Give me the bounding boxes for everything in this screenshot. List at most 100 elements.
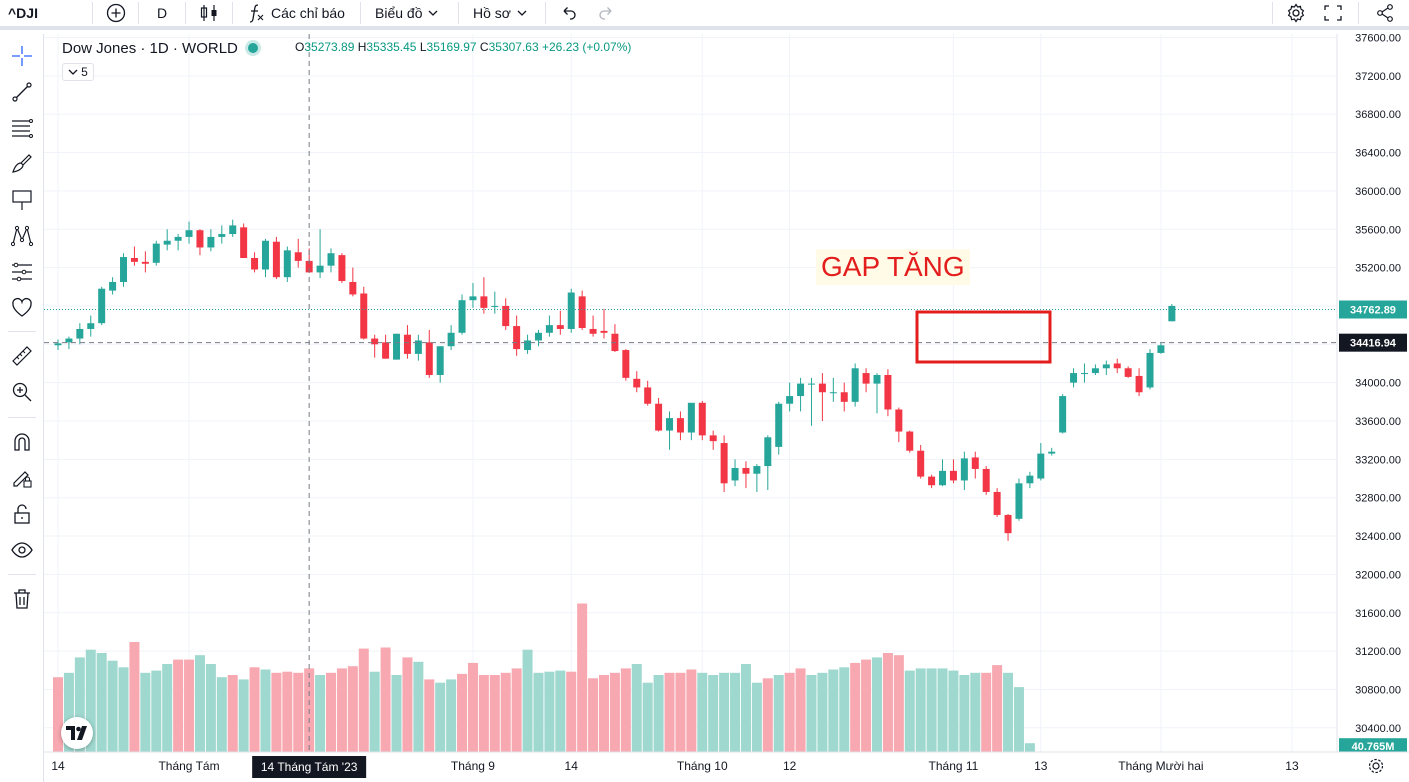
- volume-bar: [53, 677, 63, 752]
- symbol-search-button[interactable]: ^DJI: [8, 0, 38, 26]
- candle-body: [807, 383, 815, 385]
- candle-body: [65, 338, 73, 343]
- price-tick-label: 32800.00: [1355, 493, 1401, 505]
- fib-tool[interactable]: [10, 116, 34, 140]
- interval-button[interactable]: D: [157, 0, 167, 26]
- profile-menu-button[interactable]: Hồ sơ: [473, 0, 527, 26]
- time-tick-label: Tháng 9: [451, 759, 495, 773]
- chart-type-button[interactable]: [199, 0, 219, 26]
- crosshair-time-label-bg: [252, 756, 367, 778]
- volume-bar: [730, 672, 741, 752]
- volume-bar: [315, 675, 326, 752]
- chart-menu-button[interactable]: Biểu đồ: [375, 0, 438, 26]
- volume-bar: [653, 675, 664, 752]
- legend-collapse-button[interactable]: 5: [62, 63, 94, 81]
- high-value: 35335.45: [366, 40, 417, 54]
- candle-body: [797, 383, 805, 397]
- crosshair-icon: [12, 46, 32, 66]
- volume-bar: [118, 667, 129, 752]
- gap-annotation-label[interactable]: GAP TĂNG: [816, 249, 970, 285]
- volume-bars: [53, 603, 1035, 752]
- price-tick-label: 35200.00: [1355, 263, 1401, 275]
- volume-bar: [609, 672, 620, 752]
- brush-tool[interactable]: [10, 152, 34, 176]
- volume-bar: [391, 675, 402, 752]
- volume-bar: [424, 679, 435, 752]
- candles-icon: [200, 5, 217, 21]
- volume-bar: [861, 659, 872, 752]
- zoom-tool[interactable]: [10, 380, 34, 404]
- candle-body: [174, 236, 182, 241]
- redo-button[interactable]: [597, 0, 615, 26]
- candle-body: [480, 296, 488, 308]
- share-button[interactable]: [1375, 0, 1395, 26]
- candle-body: [1146, 352, 1154, 388]
- candle-body: [272, 241, 280, 278]
- candle-body: [906, 431, 914, 451]
- profile-menu-label: Hồ sơ: [473, 5, 511, 21]
- volume-bar: [85, 649, 96, 752]
- candle-body: [316, 265, 324, 273]
- volume-bar: [140, 672, 151, 752]
- xabcd-pattern-icon: [10, 225, 34, 247]
- candle-body: [152, 243, 160, 263]
- stay-in-drawing-mode-tool[interactable]: [10, 466, 34, 490]
- settings-button[interactable]: [1285, 0, 1307, 26]
- market-status-icon: [247, 43, 258, 53]
- candle-body: [633, 378, 641, 388]
- candle-body: [709, 435, 717, 442]
- candles: [54, 219, 1176, 541]
- candle-body: [305, 260, 313, 273]
- measure-tool[interactable]: [10, 344, 34, 368]
- indicators-button[interactable]: Các chỉ báo: [247, 0, 345, 26]
- pattern-tool[interactable]: [10, 224, 34, 248]
- time-tick-label: Tháng Tám: [158, 759, 219, 773]
- remove-drawings-tool[interactable]: [10, 587, 34, 611]
- hide-drawings-tool[interactable]: [10, 538, 34, 562]
- magnet-tool[interactable]: [10, 430, 34, 454]
- fullscreen-button[interactable]: [1323, 0, 1343, 26]
- candle-body: [371, 338, 379, 345]
- candle-body: [764, 437, 772, 467]
- tradingview-logo[interactable]: [61, 717, 93, 749]
- candle-body: [524, 340, 532, 351]
- candle-body: [76, 328, 84, 339]
- compare-symbol-button[interactable]: [105, 0, 127, 26]
- icon-tool[interactable]: [10, 296, 34, 320]
- candle-body: [382, 342, 390, 359]
- price-axis-bg: [1337, 34, 1409, 752]
- text-tool[interactable]: [10, 188, 34, 212]
- volume-bar: [467, 662, 478, 752]
- magnet-icon: [14, 433, 30, 451]
- trend-line-tool[interactable]: [10, 80, 34, 104]
- candle-body: [447, 332, 455, 347]
- chart-area[interactable]: 37600.00 37200.00 36800.00 36400.00 36000.00…: [44, 34, 1409, 782]
- candle-body: [666, 418, 674, 431]
- trend-line-icon: [12, 82, 32, 102]
- forecast-icon: [12, 262, 32, 282]
- candle-body: [218, 234, 226, 237]
- gap-highlight-box: [915, 310, 1052, 364]
- crosshair-tool[interactable]: [10, 44, 34, 68]
- candle-body: [109, 281, 117, 291]
- candle-body: [600, 330, 608, 333]
- chart-legend[interactable]: Dow Jones · 1D · WORLD: [62, 38, 258, 58]
- candle-body: [775, 403, 783, 447]
- time-tick-label: Tháng 10: [677, 759, 728, 773]
- undo-button[interactable]: [560, 0, 578, 26]
- volume-bar: [992, 665, 1003, 752]
- price-chart[interactable]: 37600.00 37200.00 36800.00 36400.00 36000.00…: [44, 34, 1409, 782]
- prediction-tool[interactable]: [10, 260, 34, 284]
- lock-drawings-tool[interactable]: [10, 502, 34, 526]
- volume-bar: [970, 672, 981, 752]
- price-tick-label: 31200.00: [1355, 646, 1401, 658]
- candle-body: [87, 323, 95, 329]
- volume-bar: [948, 670, 959, 752]
- trash-icon: [14, 589, 30, 609]
- volume-bar: [642, 682, 653, 752]
- volume-bar: [784, 672, 795, 752]
- time-tick-label: Tháng Mười hai: [1118, 759, 1203, 773]
- candle-body: [1091, 368, 1099, 374]
- callout-icon: [12, 190, 32, 210]
- price-tick-label: 32400.00: [1355, 531, 1401, 543]
